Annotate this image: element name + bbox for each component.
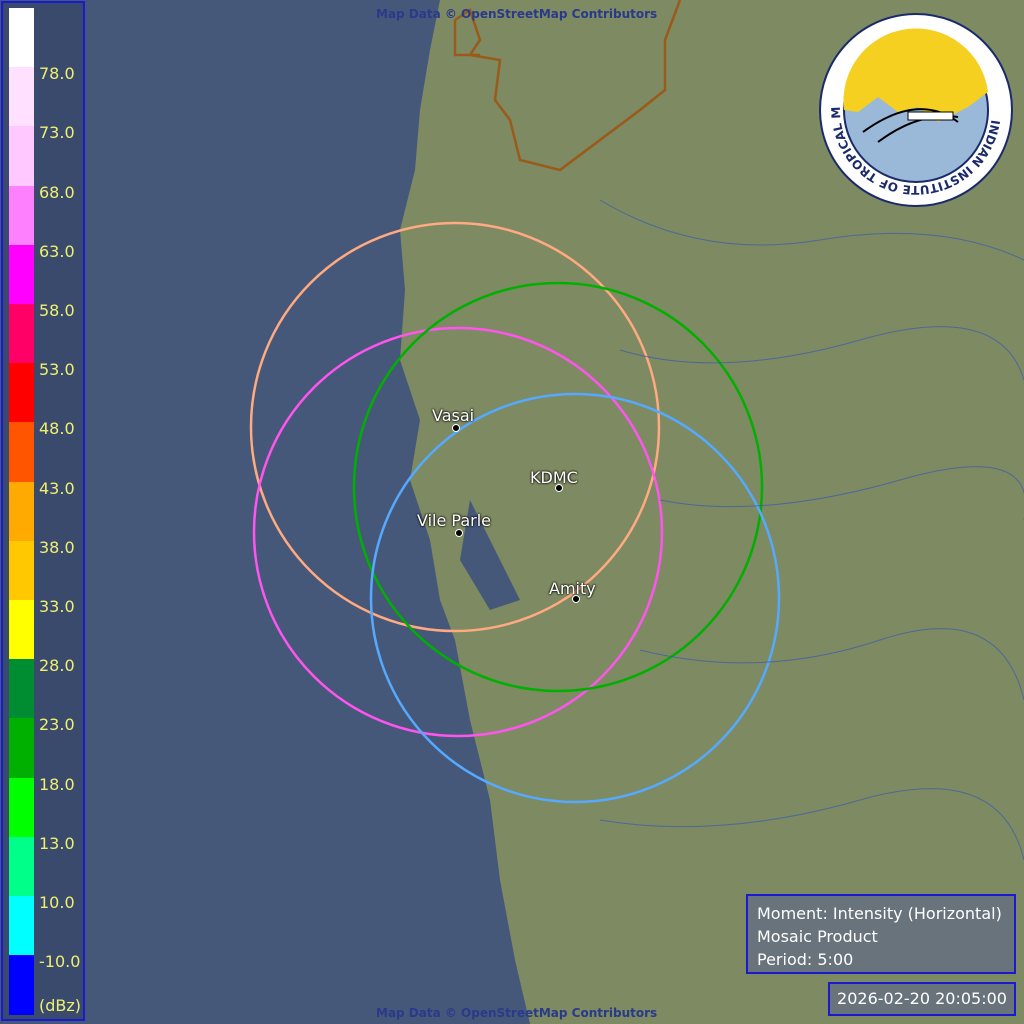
- site-label: Vasai: [432, 406, 475, 425]
- legend-swatch: [9, 126, 34, 187]
- land-area: [400, 0, 1024, 1024]
- legend-swatch: [9, 896, 34, 956]
- legend-label: 63.0: [39, 241, 75, 261]
- map-attribution-bottom: Map Data © OpenStreetMap Contributors: [376, 1006, 658, 1020]
- product-text: Mosaic Product: [757, 927, 878, 946]
- legend-swatch: [9, 836, 34, 897]
- legend-swatch: [9, 600, 34, 660]
- legend-swatch: [9, 777, 34, 838]
- map-attribution-top: Map Data © OpenStreetMap Contributors: [376, 7, 658, 21]
- site-label: Vile Parle: [417, 511, 492, 530]
- legend-label: 13.0: [39, 833, 75, 853]
- legend-swatch: [9, 481, 34, 542]
- legend-label: 33.0: [39, 597, 75, 616]
- color-legend: (dBz) 78.0 73.0 68.0 63.0 58.0 53.0 48.0 43.0 38…: [1, 1, 85, 1021]
- legend-label: 23.0: [39, 715, 75, 735]
- legend-swatch: [9, 955, 34, 1015]
- range-ring-amity: [369, 392, 781, 804]
- legend-label: 58.0: [39, 301, 75, 320]
- legend-swatch: [9, 8, 34, 68]
- site-label: KDMC: [530, 468, 578, 487]
- info-panel: Moment: Intensity (Horizontal) Mosaic Pr…: [746, 894, 1016, 974]
- timestamp: 2026-02-20 20:05:00: [828, 982, 1016, 1016]
- legend-swatch: [9, 422, 34, 483]
- legend-label: 53.0: [39, 360, 75, 380]
- legend-swatch: [9, 304, 34, 364]
- creek: [460, 500, 520, 610]
- legend-swatch: [9, 185, 34, 246]
- period-text: Period: 5:00: [757, 950, 854, 969]
- rivers: [599, 199, 1024, 861]
- legend-swatch: [9, 363, 34, 423]
- legend-label: 78.0: [39, 64, 75, 84]
- legend-label: 48.0: [39, 419, 75, 439]
- range-ring-vasai: [249, 221, 661, 633]
- legend-label: 10.0: [39, 893, 75, 912]
- legend-label: 43.0: [39, 478, 75, 498]
- legend-label: 28.0: [39, 656, 75, 676]
- legend-label: 38.0: [39, 537, 75, 557]
- legend-swatch: [9, 718, 34, 779]
- legend-label: 68.0: [39, 182, 75, 202]
- iitm-logo: INDIAN INSTITUTE OF TROPICAL METEOROLOGY…: [818, 12, 1013, 207]
- range-ring-vile-parle: [252, 326, 664, 738]
- legend-label: 73.0: [39, 123, 75, 143]
- moment-text: Moment: Intensity (Horizontal): [757, 904, 1002, 923]
- legend-swatch: [9, 244, 34, 305]
- district-boundary: [453, 0, 682, 172]
- legend-swatch: [9, 540, 34, 601]
- legend-swatch: [9, 67, 34, 127]
- range-ring-kdmc: [352, 281, 764, 693]
- legend-swatch: [9, 659, 34, 719]
- legend-label: 18.0: [39, 774, 75, 794]
- site-label: Amity: [549, 579, 596, 598]
- legend-unit: (dBz): [39, 996, 82, 1015]
- legend-label: -10.0: [39, 952, 81, 972]
